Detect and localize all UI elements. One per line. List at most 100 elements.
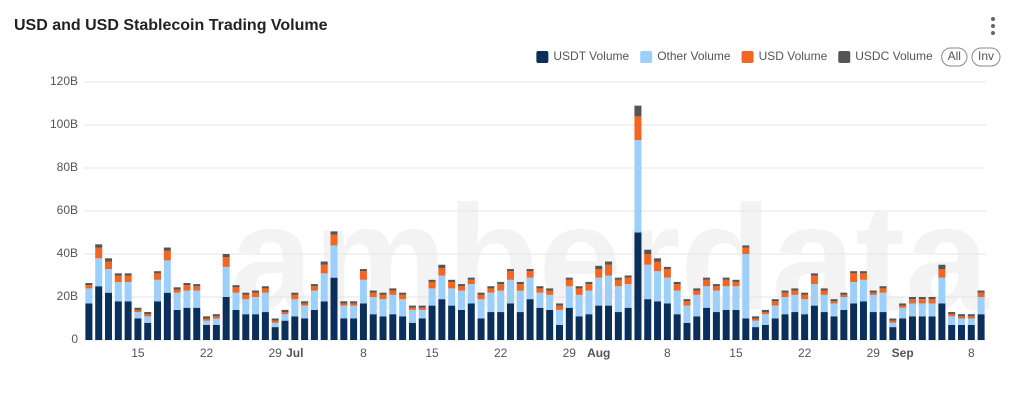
bar-segment xyxy=(605,305,613,340)
button-label[interactable]: Inv xyxy=(978,49,994,63)
bar-segment xyxy=(183,285,191,291)
bar-segment xyxy=(624,307,632,340)
bar-segment xyxy=(957,318,965,325)
legend-swatch[interactable] xyxy=(838,51,851,63)
bar-segment xyxy=(144,314,152,317)
bar-segment xyxy=(801,292,809,295)
legend-button[interactable] xyxy=(971,47,1001,67)
bar-segment xyxy=(232,287,240,293)
bar-segment xyxy=(487,288,495,293)
bar-segment xyxy=(605,264,613,276)
legend-swatch[interactable] xyxy=(536,51,549,63)
bar-segment xyxy=(654,271,662,302)
bar-segment xyxy=(124,273,132,276)
bar-segment xyxy=(252,290,260,293)
bar-segment xyxy=(95,244,103,248)
bar-segment xyxy=(761,314,769,325)
bar-segment xyxy=(683,322,691,340)
bar-segment xyxy=(683,305,691,323)
bar-segment xyxy=(526,269,534,272)
bar-segment xyxy=(840,292,848,295)
x-tick-label: 8 xyxy=(360,346,367,360)
bar-segment xyxy=(173,292,181,310)
bar-segment xyxy=(899,303,907,306)
bar-segment xyxy=(771,299,779,302)
bar-segment xyxy=(124,301,132,340)
bar-segment xyxy=(222,254,230,258)
bar-segment xyxy=(771,305,779,319)
x-tick-label: Jul xyxy=(286,346,303,360)
bar-segment xyxy=(722,286,730,310)
bar-segment xyxy=(605,261,613,265)
bar-segment xyxy=(163,260,171,293)
bar-segment xyxy=(693,316,701,340)
bar-segment xyxy=(399,299,407,317)
legend-label[interactable]: Other Volume xyxy=(657,49,731,63)
bar-segment xyxy=(154,273,162,280)
bar-segment xyxy=(105,269,113,293)
bar-segment xyxy=(908,299,916,304)
bar-segment xyxy=(310,309,318,340)
bar-segment xyxy=(889,320,897,323)
bar-segment xyxy=(193,307,201,340)
bar-segment xyxy=(301,301,309,304)
bar-segment xyxy=(801,294,809,300)
bar-segment xyxy=(536,292,544,308)
button-label[interactable]: All xyxy=(948,49,961,63)
legend-swatch[interactable] xyxy=(741,51,754,63)
bar-segment xyxy=(291,299,299,317)
bar-segment xyxy=(359,279,367,304)
bar-segment xyxy=(771,318,779,340)
bar-segment xyxy=(908,303,916,317)
bar-segment xyxy=(536,288,544,293)
bar-segment xyxy=(820,312,828,340)
bar-segment xyxy=(95,286,103,340)
bar-segment xyxy=(232,292,240,310)
bar-segment xyxy=(673,284,681,291)
bar-segment xyxy=(144,322,152,340)
legend-swatch[interactable] xyxy=(640,51,653,63)
bar-segment xyxy=(624,284,632,308)
legend-label[interactable]: USDT Volume xyxy=(553,49,629,63)
bar-segment xyxy=(242,299,250,315)
x-tick-label: 22 xyxy=(200,346,214,360)
bar-segment xyxy=(212,324,220,340)
bar-segment xyxy=(203,320,211,325)
bar-segment xyxy=(124,275,132,282)
bar-segment xyxy=(810,305,818,340)
legend-button[interactable] xyxy=(941,47,968,67)
bar-segment xyxy=(654,258,662,262)
menu-icon[interactable] xyxy=(991,17,995,35)
bar-segment xyxy=(752,327,760,340)
bar-segment xyxy=(957,314,965,317)
bar-segment xyxy=(791,294,799,313)
bar-segment xyxy=(252,297,260,315)
bar-segment xyxy=(232,285,240,288)
bar-segment xyxy=(359,271,367,280)
bar-segment xyxy=(85,283,93,286)
bar-segment xyxy=(810,284,818,306)
bar-segment xyxy=(712,312,720,340)
x-tick-label: 22 xyxy=(798,346,812,360)
bar-segment xyxy=(134,309,142,313)
bar-segment xyxy=(114,273,122,276)
bar-segment xyxy=(418,307,426,310)
bar-segment xyxy=(399,316,407,340)
bar-segment xyxy=(575,316,583,340)
bar-segment xyxy=(810,275,818,285)
legend-label[interactable]: USDC Volume xyxy=(855,49,933,63)
bar-segment xyxy=(203,324,211,340)
bar-segment xyxy=(820,288,828,291)
bar-segment xyxy=(761,309,769,313)
x-tick-label: 29 xyxy=(269,346,283,360)
bar-segment xyxy=(899,318,907,340)
bar-segment xyxy=(320,264,328,274)
legend-label[interactable]: USD Volume xyxy=(759,49,828,63)
bar-segment xyxy=(487,292,495,313)
bar-segment xyxy=(242,314,250,340)
bar-segment xyxy=(967,314,975,317)
bar-segment xyxy=(781,292,789,297)
bar-segment xyxy=(889,318,897,321)
bar-segment xyxy=(752,316,760,319)
bar-segment xyxy=(134,318,142,340)
